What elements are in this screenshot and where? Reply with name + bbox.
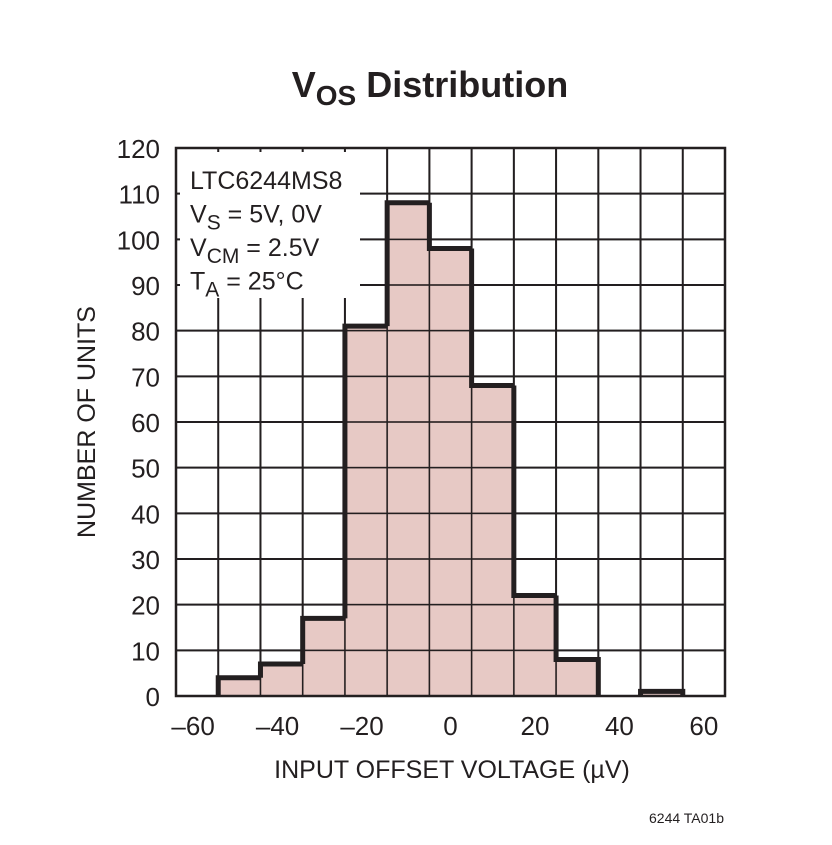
y-tick-label: 70	[131, 362, 160, 392]
histogram-bar	[556, 659, 599, 696]
y-tick-label: 100	[117, 225, 160, 255]
histogram-bar	[218, 677, 261, 696]
x-tick-label: –40	[256, 711, 299, 741]
histogram-bar	[513, 595, 557, 696]
histogram-bar	[260, 664, 303, 696]
histogram-bar	[471, 385, 514, 696]
x-tick-label: –20	[340, 711, 383, 741]
y-tick-label: 30	[131, 545, 160, 575]
y-tick-label: 90	[131, 271, 160, 301]
y-tick-label: 60	[131, 408, 160, 438]
y-tick-label: 0	[146, 682, 160, 712]
histogram-outline	[215, 200, 686, 696]
x-tick-label: –60	[171, 711, 214, 741]
x-tick-label: 40	[605, 711, 634, 741]
y-tick-label: 50	[131, 454, 160, 484]
title-main: V	[292, 64, 316, 105]
annotation-line: VS = 5V, 0V	[190, 201, 322, 235]
y-tick-label: 80	[131, 317, 160, 347]
y-tick-label: 120	[117, 134, 160, 164]
histogram-bar	[302, 618, 345, 696]
x-tick-labels: –60 –40 –20 0 20 40 60	[171, 711, 718, 741]
y-tick-label: 20	[131, 591, 160, 621]
x-tick-label: 20	[521, 711, 550, 741]
y-tick-label: 10	[131, 636, 160, 666]
histogram-bar	[387, 202, 430, 697]
plot-frame	[174, 146, 727, 698]
y-tick-label: 40	[131, 499, 160, 529]
x-tick-label: 60	[689, 711, 718, 741]
title-rest: Distribution	[356, 64, 568, 105]
x-tick-label: 0	[443, 711, 457, 741]
annotation-line: VCM = 2.5V	[190, 234, 320, 268]
footnote: 6244 TA01b	[649, 810, 724, 826]
x-axis-label: INPUT OFFSET VOLTAGE (µV)	[274, 756, 630, 784]
annotation-line: LTC6244MS8	[190, 167, 342, 195]
y-tick-label: 110	[119, 180, 160, 210]
annotation-line: TA = 25°C	[190, 268, 304, 302]
histogram-bar	[429, 248, 472, 696]
histogram-bar	[344, 326, 388, 696]
y-axis-label: NUMBER OF UNITS	[73, 306, 101, 538]
annotation-background	[180, 152, 360, 298]
title-subscript: OS	[316, 80, 356, 111]
chart-title: VOS Distribution	[292, 64, 568, 111]
y-tick-labels: 0 10 20 30 40 50 60 70 80 90 100 110 120	[117, 134, 160, 712]
